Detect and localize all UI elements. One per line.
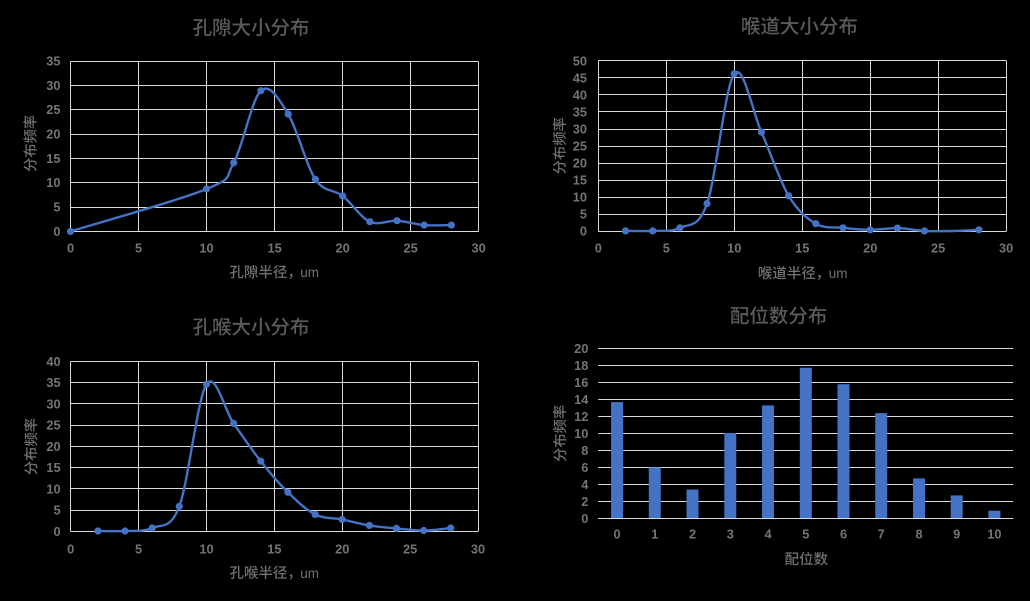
svg-text:40: 40: [573, 88, 587, 103]
svg-text:um: um: [829, 266, 848, 281]
svg-text:0: 0: [53, 524, 60, 539]
svg-text:15: 15: [267, 541, 281, 556]
svg-text:15: 15: [46, 460, 60, 475]
svg-text:um: um: [300, 265, 319, 280]
svg-text:30: 30: [471, 240, 485, 255]
svg-text:5: 5: [53, 503, 60, 518]
svg-text:7: 7: [878, 527, 885, 542]
svg-text:10: 10: [573, 190, 587, 205]
svg-text:5: 5: [663, 240, 670, 255]
svg-text:10: 10: [727, 240, 741, 255]
svg-text:25: 25: [931, 240, 945, 255]
svg-text:10: 10: [987, 527, 1001, 542]
svg-text:15: 15: [573, 173, 587, 188]
svg-text:6: 6: [581, 460, 588, 475]
svg-text:30: 30: [573, 122, 587, 137]
svg-text:25: 25: [46, 102, 60, 117]
svg-text:5: 5: [802, 527, 809, 542]
svg-text:10: 10: [199, 240, 213, 255]
svg-text:15: 15: [795, 240, 809, 255]
svg-text:20: 20: [573, 156, 587, 171]
svg-text:15: 15: [46, 151, 60, 166]
svg-text:35: 35: [46, 375, 60, 390]
svg-text:um: um: [300, 566, 319, 581]
svg-text:10: 10: [46, 481, 60, 496]
svg-text:1: 1: [651, 527, 658, 542]
svg-text:12: 12: [574, 409, 588, 424]
svg-text:30: 30: [46, 396, 60, 411]
svg-text:20: 20: [335, 541, 349, 556]
svg-text:4: 4: [764, 527, 772, 542]
svg-text:0: 0: [614, 527, 621, 542]
svg-text:35: 35: [46, 54, 60, 69]
svg-text:0: 0: [67, 240, 74, 255]
svg-text:25: 25: [46, 418, 60, 433]
svg-text:14: 14: [574, 392, 589, 407]
svg-text:16: 16: [574, 375, 588, 390]
svg-text:4: 4: [581, 477, 589, 492]
svg-text:2: 2: [581, 494, 588, 509]
svg-text:20: 20: [574, 341, 588, 356]
svg-text:30: 30: [999, 240, 1013, 255]
svg-text:25: 25: [573, 139, 587, 154]
svg-text:3: 3: [727, 527, 734, 542]
svg-text:45: 45: [573, 70, 587, 85]
svg-text:5: 5: [53, 200, 60, 215]
svg-text:15: 15: [267, 240, 281, 255]
svg-text:25: 25: [403, 541, 417, 556]
svg-text:5: 5: [580, 207, 587, 222]
svg-text:8: 8: [581, 443, 588, 458]
svg-text:0: 0: [595, 240, 602, 255]
svg-text:0: 0: [580, 224, 587, 239]
svg-text:35: 35: [573, 105, 587, 120]
svg-text:0: 0: [581, 511, 588, 526]
svg-text:6: 6: [840, 527, 847, 542]
svg-text:40: 40: [46, 354, 60, 369]
svg-text:25: 25: [403, 240, 417, 255]
svg-text:30: 30: [471, 541, 485, 556]
svg-text:2: 2: [689, 527, 696, 542]
svg-text:10: 10: [199, 541, 213, 556]
svg-text:5: 5: [135, 541, 142, 556]
svg-text:20: 20: [46, 439, 60, 454]
svg-text:20: 20: [863, 240, 877, 255]
svg-text:50: 50: [573, 53, 587, 68]
svg-text:18: 18: [574, 358, 588, 373]
svg-text:8: 8: [915, 527, 922, 542]
svg-text:0: 0: [67, 541, 74, 556]
svg-text:20: 20: [335, 240, 349, 255]
svg-text:5: 5: [135, 240, 142, 255]
svg-text:20: 20: [46, 127, 60, 142]
svg-text:10: 10: [46, 175, 60, 190]
svg-text:0: 0: [53, 224, 60, 239]
svg-text:10: 10: [574, 426, 588, 441]
svg-text:30: 30: [46, 78, 60, 93]
svg-text:9: 9: [953, 527, 960, 542]
